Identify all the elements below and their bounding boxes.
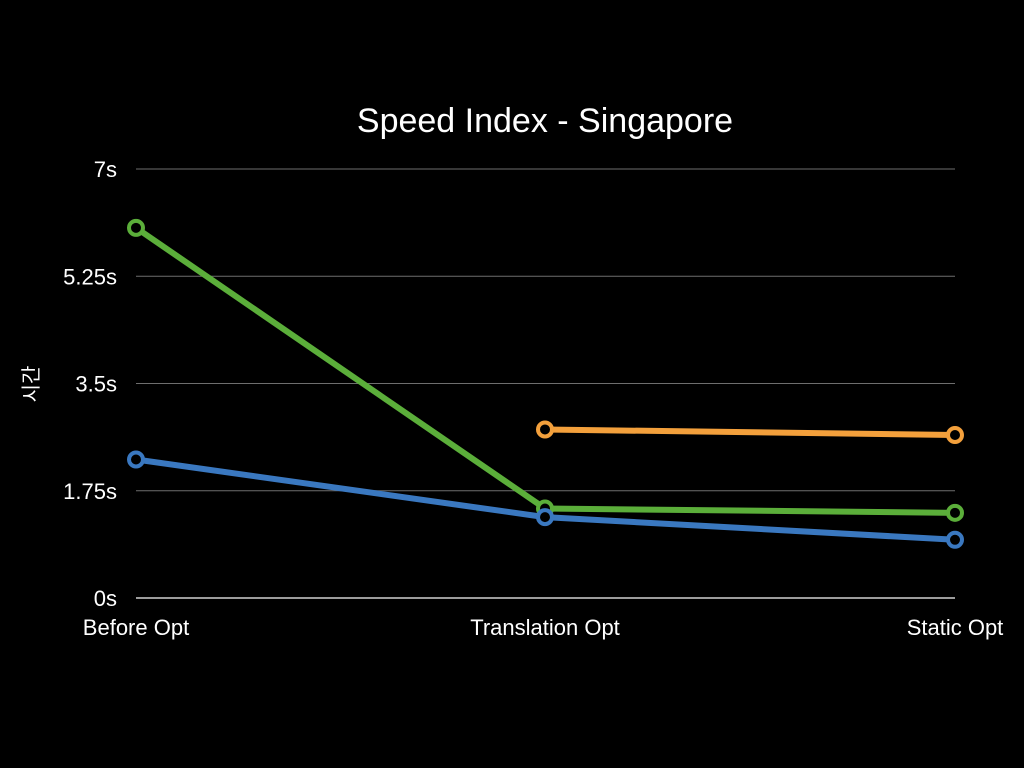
data-point <box>536 420 554 439</box>
x-tick-label: Static Opt <box>907 615 1004 640</box>
gridlines <box>136 168 955 599</box>
y-tick-labels: 0s 1.75s 3.5s 5.25s 7s <box>63 157 117 611</box>
y-axis-label: 시간 <box>20 366 43 403</box>
data-point <box>946 530 964 549</box>
data-point <box>946 425 964 444</box>
y-tick-label: 5.25s <box>63 264 117 289</box>
x-tick-label: Before Opt <box>83 615 189 640</box>
y-tick-label: 1.75s <box>63 479 117 504</box>
x-tick-label: Translation Opt <box>470 615 620 640</box>
chart-title: Speed Index - Singapore <box>357 102 733 140</box>
y-tick-label: 3.5s <box>75 372 117 397</box>
y-tick-label: 0s <box>94 586 117 611</box>
series-line <box>133 224 958 516</box>
series-2 <box>127 450 964 549</box>
data-point <box>946 503 964 522</box>
series-lines <box>127 218 964 549</box>
x-tick-labels: Before Opt Translation Opt Static Opt <box>83 615 1003 640</box>
y-tick-label: 7s <box>94 157 117 182</box>
data-point <box>127 450 145 469</box>
data-point <box>127 218 145 237</box>
series-line <box>542 426 958 438</box>
series-3 <box>536 420 964 444</box>
data-point <box>536 508 554 527</box>
